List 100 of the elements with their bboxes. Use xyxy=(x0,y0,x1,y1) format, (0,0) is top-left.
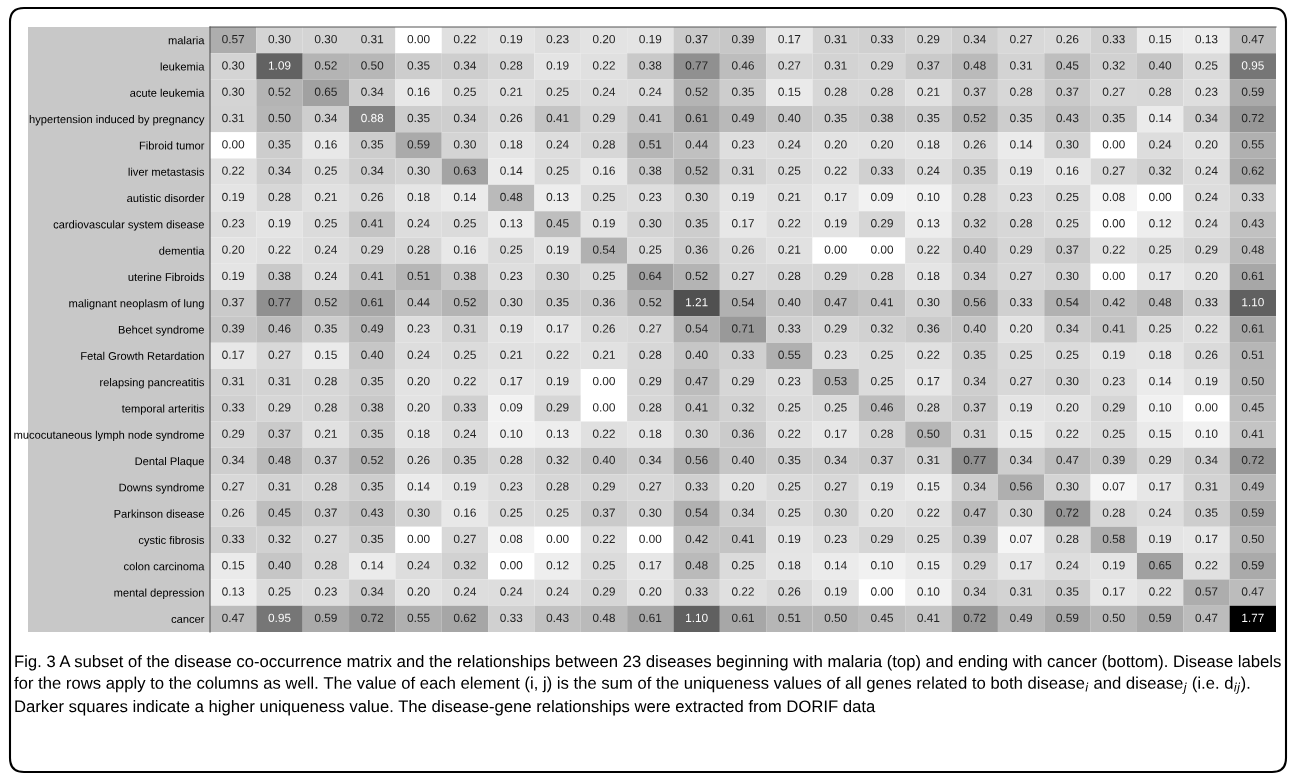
data-label: 0.37 xyxy=(963,87,986,96)
data-label: 0.62 xyxy=(453,613,476,623)
data-label: 0.30 xyxy=(546,271,569,281)
data-label: 0.00 xyxy=(871,587,894,596)
data-label: 0.35 xyxy=(361,482,384,491)
data-label: 0.65 xyxy=(1149,561,1172,570)
data-label: 0.48 xyxy=(1241,245,1264,254)
data-label: 0.19 xyxy=(1010,403,1033,412)
data-label: 0.19 xyxy=(1010,166,1033,175)
data-label: 0.25 xyxy=(453,350,476,359)
data-label: 0.00 xyxy=(500,561,523,570)
data-label: 0.25 xyxy=(1149,245,1172,254)
data-label: 0.33 xyxy=(222,534,245,544)
data-label: 0.52 xyxy=(361,455,384,465)
data-label: 0.56 xyxy=(1010,482,1033,491)
data-label: 0.17 xyxy=(731,219,754,228)
data-label: 0.24 xyxy=(1056,561,1079,570)
data-label: 1.21 xyxy=(686,298,708,307)
data-label: 0.33 xyxy=(1010,298,1033,307)
data-label: 0.27 xyxy=(824,482,847,491)
data-label: 0.48 xyxy=(500,192,523,202)
data-label: 0.00 xyxy=(639,534,662,544)
data-label: 0.30 xyxy=(1056,140,1079,149)
data-label: 0.29 xyxy=(1195,245,1218,254)
data-label: 0.23 xyxy=(500,482,523,491)
data-label: 0.18 xyxy=(1149,350,1172,359)
data-label: 0.27 xyxy=(1010,271,1032,281)
data-label: 0.28 xyxy=(1010,87,1033,96)
data-label: 0.24 xyxy=(546,587,569,596)
data-label: 0.30 xyxy=(500,298,523,307)
data-label: 0.45 xyxy=(1056,61,1079,70)
data-label: 0.38 xyxy=(639,166,662,175)
y-tick-label: liver metastasis xyxy=(128,167,205,176)
y-tick-label: autistic disorder xyxy=(127,193,205,203)
data-label: 0.00 xyxy=(1149,192,1172,202)
data-label: 0.25 xyxy=(592,271,615,281)
data-label: 0.23 xyxy=(639,192,662,202)
data-label: 0.19 xyxy=(1102,561,1125,570)
data-label: 0.00 xyxy=(1102,219,1125,228)
data-label: 0.27 xyxy=(1010,376,1032,386)
data-label: 0.25 xyxy=(731,561,754,570)
data-label: 0.39 xyxy=(731,34,754,44)
data-label: 0.09 xyxy=(500,403,523,412)
data-label: 0.15 xyxy=(222,561,245,570)
data-label: 0.33 xyxy=(731,350,754,359)
data-label: 0.47 xyxy=(824,298,847,307)
data-label: 0.72 xyxy=(1056,508,1079,517)
data-label: 0.47 xyxy=(1056,455,1079,465)
data-label: 0.61 xyxy=(361,298,384,307)
data-label: 0.23 xyxy=(778,376,801,386)
data-label: 0.30 xyxy=(685,429,708,438)
data-label: 0.55 xyxy=(778,350,801,359)
data-label: 0.29 xyxy=(1149,455,1172,465)
data-label: 0.29 xyxy=(824,324,847,333)
data-label: 0.28 xyxy=(314,376,337,386)
data-label: 0.30 xyxy=(407,508,430,517)
data-label: 0.20 xyxy=(639,587,662,596)
data-label: 0.31 xyxy=(824,34,847,44)
data-label: 0.18 xyxy=(778,561,801,570)
data-label: 0.13 xyxy=(546,192,569,202)
data-label: 0.28 xyxy=(871,429,894,438)
data-label: 0.37 xyxy=(871,455,893,465)
data-label: 0.43 xyxy=(361,508,384,517)
data-label: 0.62 xyxy=(1241,166,1264,175)
data-label: 0.00 xyxy=(222,140,245,149)
data-label: 0.25 xyxy=(453,219,476,228)
y-tick-label: relapsing pancreatitis xyxy=(100,378,205,389)
data-label: 0.46 xyxy=(871,403,894,412)
data-label: 0.31 xyxy=(1010,587,1032,596)
data-label: 0.47 xyxy=(963,508,986,517)
data-label: 0.45 xyxy=(1241,403,1264,412)
data-label: 0.64 xyxy=(639,271,662,281)
data-label: 0.17 xyxy=(1102,587,1125,596)
data-label: 0.25 xyxy=(1102,429,1125,438)
data-label: 0.41 xyxy=(361,219,384,228)
data-label: 0.45 xyxy=(546,219,569,228)
data-label: 0.32 xyxy=(871,324,893,333)
data-label: 0.16 xyxy=(407,87,430,96)
data-label: 0.32 xyxy=(453,561,476,570)
data-label: 0.22 xyxy=(1195,561,1218,570)
data-label: 0.07 xyxy=(1102,482,1125,491)
y-tick-label: uterine Fibroids xyxy=(128,272,205,282)
data-label: 0.27 xyxy=(731,271,754,281)
data-label: 0.44 xyxy=(407,298,430,307)
data-label: 0.22 xyxy=(917,245,940,254)
data-label: 0.35 xyxy=(1010,113,1033,123)
data-label: 0.52 xyxy=(314,61,337,70)
data-label: 0.25 xyxy=(1056,192,1079,202)
data-label: 0.25 xyxy=(546,508,569,517)
data-label: 0.25 xyxy=(1056,219,1079,228)
data-label: 0.35 xyxy=(361,534,384,544)
data-label: 0.45 xyxy=(871,613,894,623)
data-label: 0.30 xyxy=(407,166,430,175)
data-label: 0.72 xyxy=(963,613,986,623)
data-label: 0.77 xyxy=(685,61,708,70)
data-label: 0.41 xyxy=(639,113,662,123)
data-label: 0.12 xyxy=(546,561,569,570)
data-label: 0.45 xyxy=(268,508,291,517)
data-label: 0.50 xyxy=(1241,376,1264,386)
data-label: 0.21 xyxy=(778,245,801,254)
